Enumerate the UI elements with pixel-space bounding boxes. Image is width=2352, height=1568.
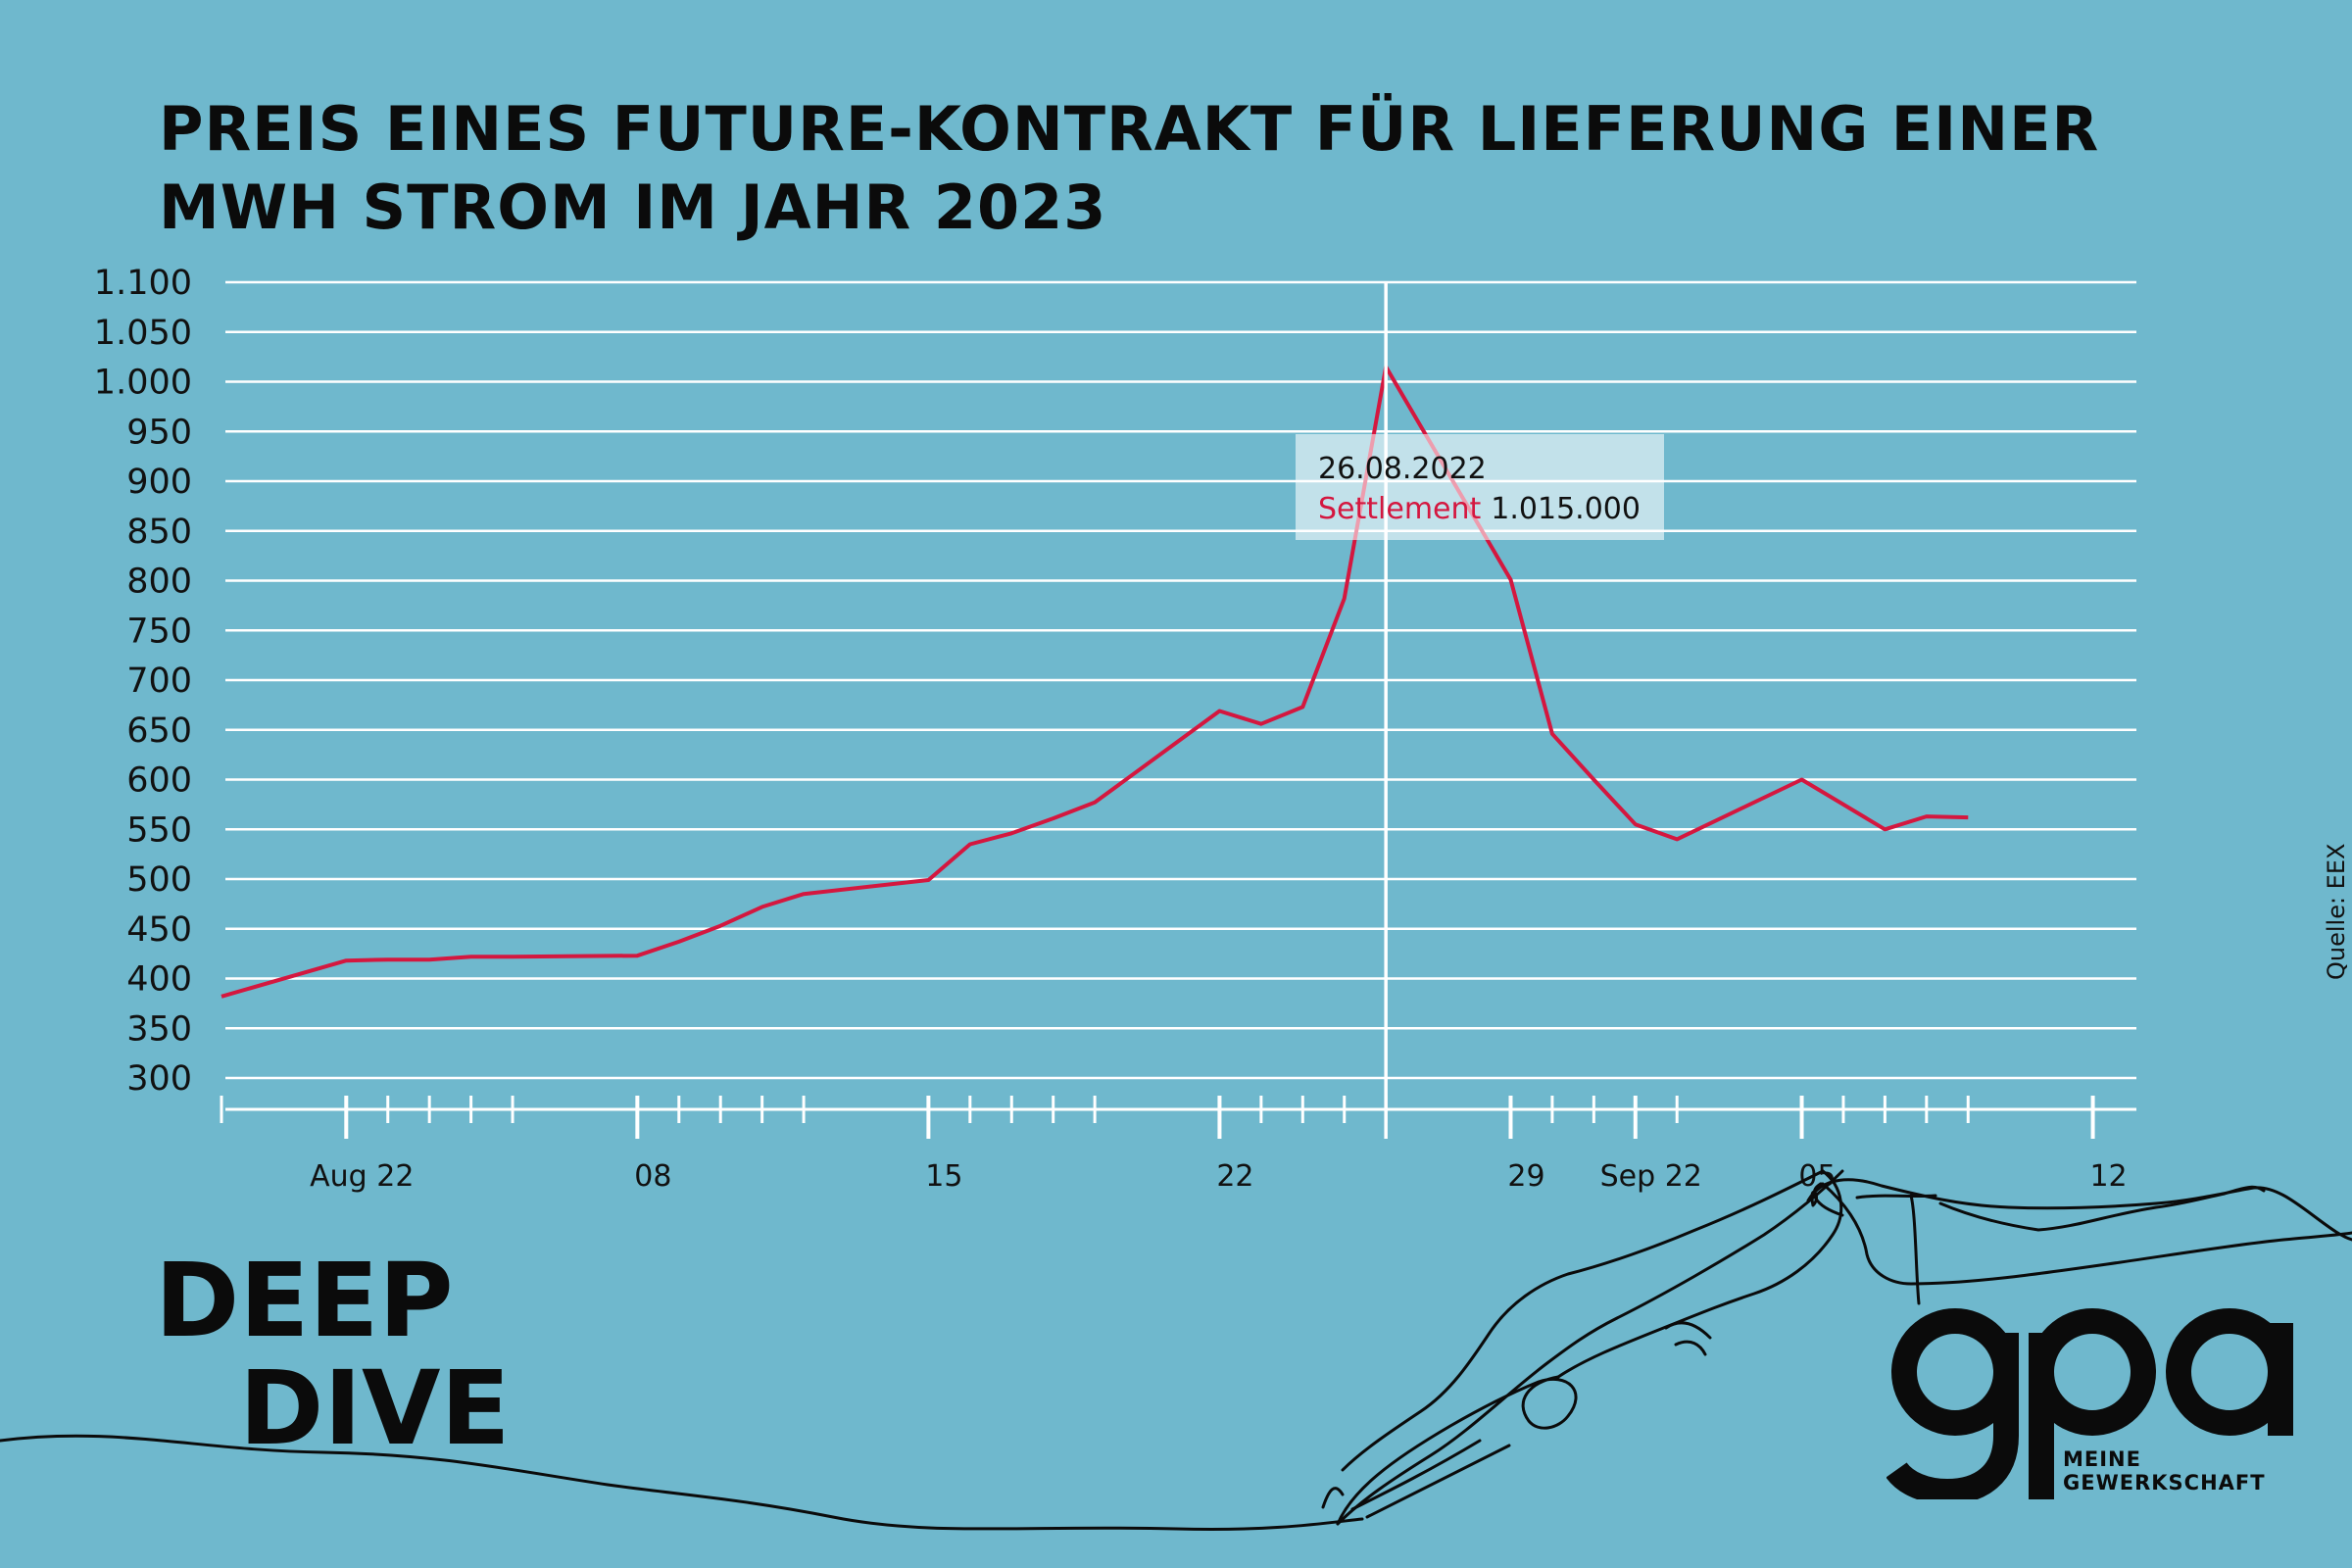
- y-tick-label: 550: [126, 810, 192, 850]
- swimmer-legs: [1855, 1185, 2266, 1305]
- deep-dive-wordmark: DEEP DIVE: [155, 1247, 511, 1462]
- series-line-settlement[interactable]: [220, 365, 1969, 999]
- grid-lines: [225, 280, 2136, 1080]
- chart-title-line-2: MWH STROM IM JAHR 2023: [159, 172, 1107, 243]
- x-tick-label: Aug 22: [310, 1159, 414, 1194]
- y-tick-label: 400: [126, 960, 192, 1000]
- y-tick-label: 950: [126, 413, 192, 452]
- y-tick-label: 450: [126, 910, 192, 950]
- logo-a-bowl: [2166, 1308, 2293, 1436]
- y-tick-label: 500: [126, 860, 192, 900]
- swimmer-foot: [1664, 1321, 1712, 1356]
- deep-dive-line-2: DIVE: [239, 1348, 511, 1468]
- y-tick-label: 300: [126, 1059, 192, 1099]
- tooltip-value: 1.015.000: [1491, 492, 1641, 526]
- water-line: [0, 1434, 1364, 1532]
- series-layer: [220, 365, 1969, 999]
- x-tick-label: 12: [2089, 1159, 2127, 1194]
- tooltip-label: Settlement: [1318, 492, 1482, 526]
- gpa-logo: [1886, 1308, 2293, 1499]
- logo-g-bowl: [1891, 1308, 2019, 1436]
- y-axis: 300 350 400 450 500 550 600 650 700 750 800 850 900 9…: [94, 264, 192, 1099]
- chart-title-line-1: PREIS EINES FUTURE-KONTRAKT FÜR LIEFERUN…: [159, 93, 2100, 165]
- y-tick-label: 350: [126, 1009, 192, 1049]
- y-tick-label: 650: [126, 711, 192, 751]
- y-tick-label: 1.000: [94, 364, 192, 403]
- logo-subtitle-line-1: MEINE: [2063, 1447, 2141, 1471]
- y-tick-label: 1.050: [94, 314, 192, 353]
- y-tick-label: 700: [126, 662, 192, 701]
- tooltip-box: [1296, 434, 1664, 540]
- swimmer-forearm: [1556, 1169, 1843, 1379]
- tooltip: 26.08.2022 Settlement 1.015.000: [1296, 434, 1664, 540]
- x-tick-label: 29: [1507, 1159, 1544, 1194]
- x-axis: Aug 22 08 15 22 29 Sep 22 05 12: [220, 1096, 2136, 1194]
- y-tick-label: 900: [126, 463, 192, 502]
- tooltip-date: 26.08.2022: [1318, 452, 1487, 486]
- x-tick-label: Sep 22: [1600, 1159, 1702, 1194]
- swimmer-back: [1806, 1178, 2352, 1242]
- y-tick-label: 850: [126, 513, 192, 552]
- y-tick-label: 750: [126, 612, 192, 651]
- x-tick-label: 08: [634, 1159, 671, 1194]
- logo-subtitle-line-2: GEWERKSCHAFT: [2063, 1471, 2266, 1494]
- logo-g-tail: [1886, 1333, 2019, 1499]
- swimmer-head: [1341, 1169, 1825, 1472]
- deep-dive-line-1: DEEP: [155, 1241, 454, 1360]
- logo-subtitle: MEINE GEWERKSCHAFT: [2063, 1447, 2266, 1494]
- x-tick-label: 22: [1216, 1159, 1253, 1194]
- logo-p-bowl: [2029, 1308, 2156, 1436]
- swimmer-fingers: [1321, 1439, 1511, 1519]
- x-tick-label: 15: [925, 1159, 962, 1194]
- swimmer-hand: [1336, 1375, 1578, 1526]
- y-tick-label: 800: [126, 563, 192, 602]
- swimmer-body: [1810, 1182, 2352, 1286]
- swimmer-arm: [1336, 1169, 1844, 1526]
- y-tick-label: 600: [126, 761, 192, 801]
- y-tick-label: 1.100: [94, 264, 192, 303]
- chart-title: PREIS EINES FUTURE-KONTRAKT FÜR LIEFERUN…: [159, 90, 2217, 247]
- tooltip-series-line: Settlement 1.015.000: [1318, 492, 1641, 526]
